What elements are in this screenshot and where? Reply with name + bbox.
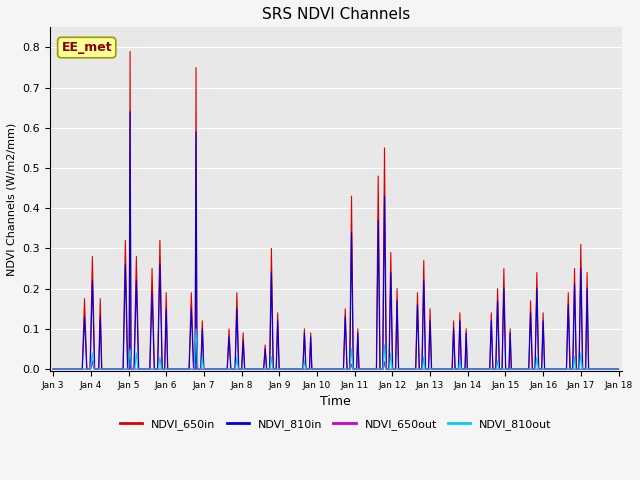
Legend: NDVI_650in, NDVI_810in, NDVI_650out, NDVI_810out: NDVI_650in, NDVI_810in, NDVI_650out, NDV… [116, 415, 556, 434]
X-axis label: Time: Time [321, 396, 351, 408]
Text: EE_met: EE_met [61, 41, 112, 54]
Title: SRS NDVI Channels: SRS NDVI Channels [262, 7, 410, 22]
Y-axis label: NDVI Channels (W/m2/mm): NDVI Channels (W/m2/mm) [7, 122, 17, 276]
